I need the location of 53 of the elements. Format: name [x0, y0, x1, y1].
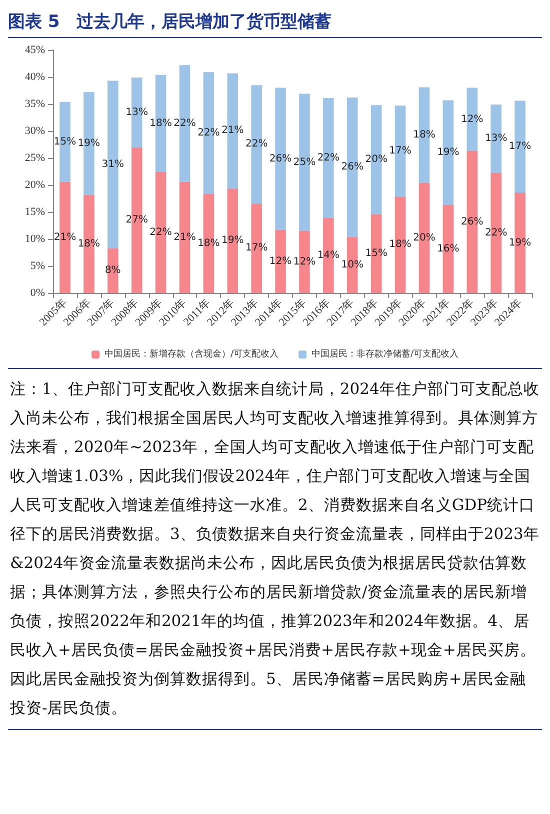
data-label: 19%: [508, 237, 532, 248]
data-label: 13%: [484, 133, 508, 144]
data-label: 12%: [269, 256, 292, 267]
data-label: 10%: [341, 259, 364, 270]
data-label: 17%: [389, 145, 412, 156]
data-label: 25%: [293, 156, 316, 168]
data-label: 14%: [317, 250, 340, 261]
data-label: 17%: [245, 242, 268, 254]
data-label: 21%: [222, 125, 244, 136]
data-label: 26%: [341, 162, 364, 173]
y-tick-label: 5%: [30, 260, 45, 272]
data-label: 22%: [245, 138, 268, 150]
data-label: 31%: [102, 158, 124, 170]
data-label: 22%: [174, 118, 196, 129]
data-label: 18%: [150, 118, 172, 129]
data-label: 20%: [365, 154, 388, 166]
data-label: 21%: [174, 232, 196, 243]
y-tick-label: 15%: [24, 206, 45, 218]
data-label: 18%: [389, 239, 412, 250]
y-tick-label: 0%: [30, 287, 45, 299]
data-label: 16%: [437, 243, 460, 254]
data-label: 13%: [126, 106, 148, 118]
y-tick-label: 20%: [24, 179, 45, 191]
data-label: 20%: [413, 232, 436, 244]
data-label: 22%: [150, 227, 172, 238]
data-label: 22%: [317, 152, 340, 164]
y-tick-label: 25%: [24, 152, 45, 164]
y-tick-label: 30%: [24, 125, 45, 137]
y-tick-label: 45%: [24, 44, 45, 56]
data-label: 15%: [365, 248, 388, 260]
data-label: 22%: [484, 227, 508, 238]
y-tick-label: 10%: [24, 233, 45, 245]
data-label: 26%: [269, 153, 292, 164]
data-label: 27%: [126, 214, 148, 226]
data-label: 15%: [54, 136, 76, 148]
data-label: 21%: [54, 232, 76, 243]
data-label: 18%: [413, 130, 436, 141]
text: 注：1、住户部门可支配收入数据来自统计局，2024年住户部门可支配总收入尚未公布，我们根据全国居民人均可支配收入增速推算得到。具体测算方法来看，2020年~2023年，全国人均可支配收入增速低于住户部门可支配收入增速1.03%，因此我们假设2024年，住户部门可支配收入增速与全国人民可支配收入增速差值维持这一水准。2、消费数据来自名义GDP统计口径下的居民消费数据。3、负债数据来自央行资金流量表，同样由于2023年&2024年资金流量表数据尚未公布，因此居民负债为根据居民贷款估算数据；具体测算方法，参照央行公布的居民新增贷款/资金流量表的居民新增负债，按照2022年和2021年的均值，推算2023年和2024年数据。4、居民收入+居民负债=居民金融投资+居民消费+居民存款+现金+居民买房。因此居民金融投资为倒算数据得到。5、居民净储蓄=居民购房+居民金融投资-居民负债。: [10, 380, 540, 717]
legend-label: 中国居民：新增存款（含现金）/可支配收入: [104, 348, 279, 360]
data-label: 18%: [198, 238, 220, 249]
legend-label: 中国居民：非存款净储蓄/可支配收入: [312, 348, 459, 360]
y-tick-label: 35%: [24, 98, 45, 110]
data-label: 18%: [78, 238, 100, 250]
y-tick-label: 40%: [24, 71, 45, 83]
data-label: 22%: [198, 127, 220, 138]
data-label: 17%: [508, 141, 532, 152]
data-label: 19%: [78, 138, 100, 149]
data-label: 12%: [293, 256, 316, 268]
chart-title: 图表 5 过去几年，居民增加了货币型储蓄: [8, 8, 542, 38]
data-label: 19%: [222, 235, 244, 246]
data-label: 19%: [437, 147, 460, 158]
data-label: 26%: [461, 216, 484, 228]
data-label: 12%: [461, 114, 484, 125]
